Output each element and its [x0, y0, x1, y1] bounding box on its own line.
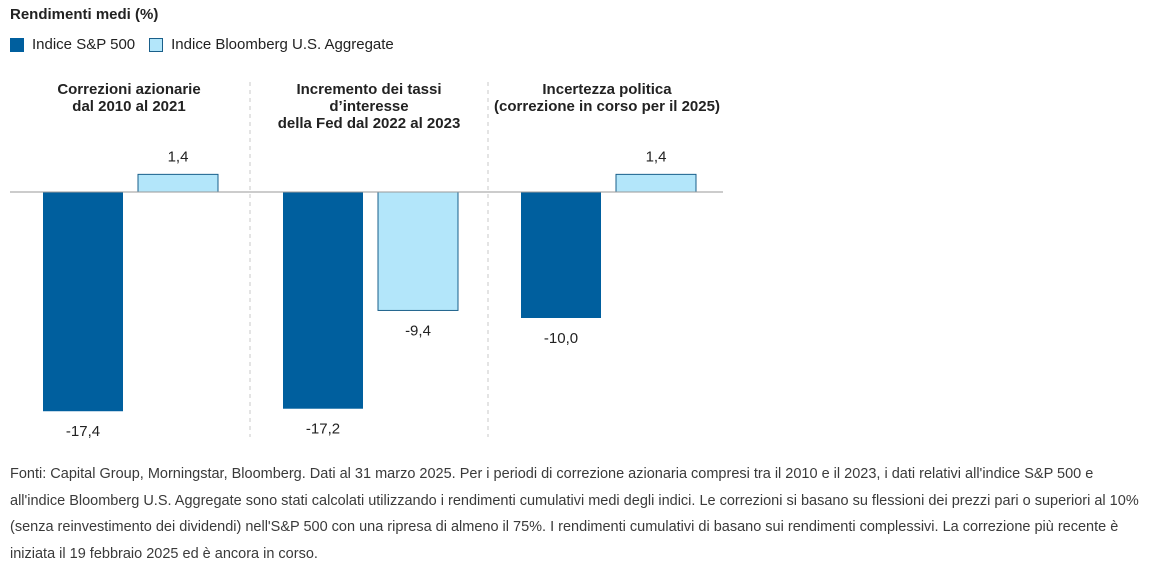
data-label-sp500-2: -10,0: [544, 330, 578, 347]
category-label-2-0: Incertezza politica: [542, 81, 672, 98]
legend-swatch-sp500: [10, 37, 24, 52]
category-label-0-1: dal 2010 al 2021: [72, 98, 185, 115]
legend-label-sp500: Indice S&P 500: [32, 36, 136, 53]
legend-swatch-bloomberg: [149, 37, 164, 52]
bar-sp500-2: [521, 192, 601, 318]
bar-bloomberg-2: [615, 173, 697, 193]
category-label-2-1: (correzione in corso per il 2025): [494, 98, 720, 115]
data-label-sp500-1: -17,2: [306, 421, 340, 438]
chart-title: Rendimenti medi (%): [10, 6, 159, 23]
legend: Indice S&P 500 Indice Bloomberg U.S. Agg…: [10, 36, 408, 53]
category-label-1-2: della Fed dal 2022 al 2023: [278, 115, 461, 132]
bar-bloomberg-0: [137, 173, 219, 193]
category-label-0-0: Correzioni azionarie: [57, 81, 200, 98]
legend-item-bloomberg: Indice Bloomberg U.S. Aggregate: [149, 36, 394, 53]
bar-bloomberg-1: [377, 191, 459, 311]
category-label-1-0: Incremento dei tassi: [296, 81, 441, 98]
category-label-1-1: d’interesse: [329, 98, 408, 115]
bar-sp500-0: [43, 192, 123, 412]
bar-sp500-1: [283, 192, 363, 409]
data-label-bloomberg-2: 1,4: [646, 148, 667, 165]
legend-label-bloomberg: Indice Bloomberg U.S. Aggregate: [171, 36, 394, 53]
data-label-bloomberg-0: 1,4: [168, 148, 189, 165]
data-label-bloomberg-1: -9,4: [405, 322, 431, 339]
legend-item-sp500: Indice S&P 500: [10, 36, 135, 53]
data-label-sp500-0: -17,4: [66, 423, 100, 440]
footnote: Fonti: Capital Group, Morningstar, Bloom…: [10, 466, 1139, 562]
